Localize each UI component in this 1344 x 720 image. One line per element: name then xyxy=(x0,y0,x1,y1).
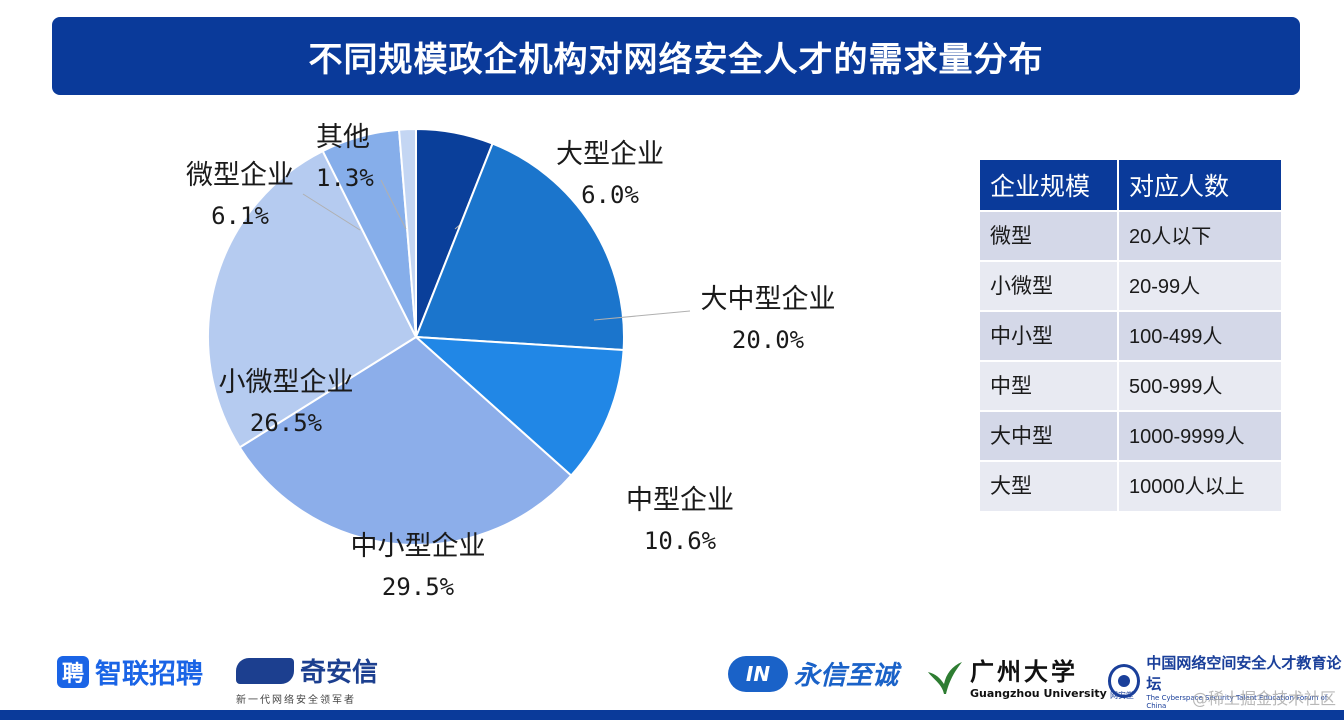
pie-slice-label: 大型企业 6.0% xyxy=(556,135,664,215)
pie-slice-name: 小微型企业 xyxy=(218,367,354,398)
pie-leader-line xyxy=(593,310,691,321)
gzhu-logo: 广州大学 Guangzhou University xyxy=(922,652,1107,700)
pie-slice-label: 小微型企业 26.5% xyxy=(219,363,354,443)
table-cell-headcount: 20-99人 xyxy=(1118,260,1283,311)
pie-slice-percent: 6.0% xyxy=(581,181,639,209)
pie-slice-name: 中小型企业 xyxy=(350,531,486,562)
pie-slice-percent: 26.5% xyxy=(249,409,323,437)
table-cell-size: 大中型 xyxy=(980,410,1119,461)
pie-slice-name: 大型企业 xyxy=(556,139,664,170)
zhilian-logo: 聘 智联招聘 xyxy=(57,652,203,691)
qianxin-slogan: 新一代网络安全领军者 xyxy=(236,695,356,706)
page-title: 不同规模政企机构对网络安全人才的需求量分布 xyxy=(308,39,1044,80)
bottom-bar xyxy=(0,710,1344,720)
enterprise-size-table: 企业规模 对应人数 微型 20人以下 小微型 20-99人 中小型 100-499人 … xyxy=(980,160,1283,511)
table-cell-headcount: 500-999人 xyxy=(1118,360,1283,411)
yongxin-mark-icon: IN xyxy=(728,655,788,692)
zhilian-logo-text: 智联招聘 xyxy=(95,659,203,690)
table-header-row: 企业规模 对应人数 xyxy=(980,160,1283,211)
pie-slice-label: 中小型企业 29.5% xyxy=(351,527,486,607)
pie-slice xyxy=(207,149,418,449)
pie-slice-percent: 20.0% xyxy=(731,326,805,354)
forum-logo: 中国网络空间安全人才教育论坛 The Cyberspace Security T… xyxy=(1108,652,1344,710)
table-cell-size: 小微型 xyxy=(980,260,1119,311)
forum-name-cn: 中国网络空间安全人才教育论坛 xyxy=(1146,654,1342,693)
gzhu-name-cn: 广州大学 xyxy=(970,657,1078,686)
table-row: 中小型 100-499人 xyxy=(980,310,1283,361)
table-cell-size: 中型 xyxy=(980,360,1119,411)
pie-leader-line xyxy=(302,193,361,231)
forum-emblem-icon xyxy=(1108,664,1141,698)
table-row: 中型 500-999人 xyxy=(980,360,1283,411)
pie-slice-label: 其他 1.3% xyxy=(316,118,374,198)
forum-tag: 网安堂 xyxy=(1110,691,1134,700)
pie-slice-name: 微型企业 xyxy=(186,160,294,191)
title-bar: 不同规模政企机构对网络安全人才的需求量分布 xyxy=(52,17,1300,95)
pie-slice xyxy=(414,142,625,352)
pie-slice-label: 大中型企业 20.0% xyxy=(701,280,836,360)
qianxin-mark-icon xyxy=(236,657,294,684)
pie-slice xyxy=(238,335,573,546)
table-row: 小微型 20-99人 xyxy=(980,260,1283,311)
pie-slice-percent: 10.6% xyxy=(643,527,717,555)
pie-slice-percent: 1.3% xyxy=(316,164,374,192)
pie-slice xyxy=(413,335,625,477)
pie-slice-name: 大中型企业 xyxy=(700,284,836,315)
pie-chart xyxy=(207,127,691,546)
table-cell-headcount: 100-499人 xyxy=(1118,310,1283,361)
table-row: 大中型 1000-9999人 xyxy=(980,410,1283,461)
pie-leader-line xyxy=(380,179,407,230)
pie-slice-name: 其他 xyxy=(316,122,370,153)
qianxin-logo-text: 奇安信 xyxy=(300,658,379,688)
yongxin-logo: IN 永信至诚 xyxy=(728,655,898,692)
qianxin-logo: 奇安信 新一代网络安全领军者 xyxy=(236,652,378,706)
watermark: @稀土掘金技术社区 xyxy=(1191,689,1336,708)
pie-slice-label: 微型企业 6.1% xyxy=(186,156,294,236)
pie-slice xyxy=(397,127,417,338)
pie-slice-percent: 29.5% xyxy=(381,573,455,601)
zhilian-badge-icon: 聘 xyxy=(57,655,89,688)
gzhu-emblem-icon xyxy=(928,662,962,694)
table-header-headcount: 对应人数 xyxy=(1118,160,1283,211)
table-cell-size: 中小型 xyxy=(980,310,1119,361)
forum-name-en: The Cyberspace Security Talent Education… xyxy=(1146,694,1328,710)
gzhu-name-en: Guangzhou University xyxy=(970,687,1107,700)
table-cell-headcount: 20人以下 xyxy=(1118,210,1283,261)
table-cell-headcount: 1000-9999人 xyxy=(1118,410,1283,461)
table-cell-size: 大型 xyxy=(980,460,1119,511)
table-row: 微型 20人以下 xyxy=(980,210,1283,261)
table-row: 大型 10000人以上 xyxy=(980,460,1283,511)
pie-slice-label: 中型企业 10.6% xyxy=(626,481,734,561)
table-cell-size: 微型 xyxy=(980,210,1119,261)
pie-slice-percent: 6.1% xyxy=(211,202,269,230)
table-cell-headcount: 10000人以上 xyxy=(1118,460,1283,511)
pie-slice-name: 中型企业 xyxy=(626,485,734,516)
yongxin-logo-text: 永信至诚 xyxy=(794,661,899,691)
table-header-size: 企业规模 xyxy=(980,160,1119,211)
